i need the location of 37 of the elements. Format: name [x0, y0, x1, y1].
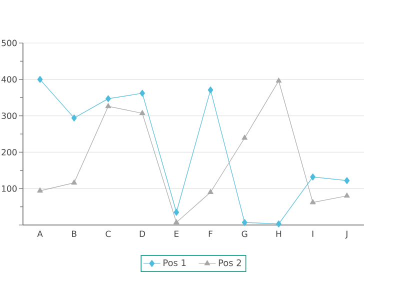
point — [242, 134, 248, 140]
point — [139, 110, 146, 116]
x-tick-label: I — [312, 230, 314, 237]
x-tick-label: D — [140, 230, 146, 237]
x-tick-label: C — [106, 230, 111, 238]
y-tick-label: 300 — [2, 112, 17, 120]
point — [344, 177, 350, 184]
x-tick-label: F — [208, 230, 212, 237]
x-tick-label: H — [276, 230, 282, 237]
y-tick-label: 200 — [2, 149, 17, 156]
y-tick-label: 500 — [2, 40, 17, 46]
x-tick-label: G — [242, 230, 248, 238]
x-tick-label: A — [37, 230, 43, 237]
x-tick-label: J — [345, 230, 348, 239]
legend-label: Pos 2 — [218, 259, 241, 266]
point — [242, 218, 248, 226]
point — [208, 188, 214, 194]
point — [174, 208, 180, 216]
point — [310, 173, 316, 180]
y-tick-label: 400 — [1, 76, 17, 83]
point — [37, 187, 43, 193]
x-tick-label: B — [72, 230, 76, 237]
point — [71, 114, 77, 122]
legend-label: Pos 1 — [164, 259, 186, 266]
point — [37, 76, 43, 83]
y-tick-label: 100 — [2, 185, 17, 192]
point — [105, 103, 112, 108]
point — [344, 192, 350, 198]
x-tick-label: E — [174, 230, 179, 237]
point — [140, 90, 145, 97]
point — [276, 78, 282, 83]
point — [310, 199, 316, 204]
point — [208, 86, 214, 94]
point — [71, 179, 77, 185]
point — [276, 220, 282, 228]
point — [174, 219, 180, 224]
point — [106, 95, 111, 102]
